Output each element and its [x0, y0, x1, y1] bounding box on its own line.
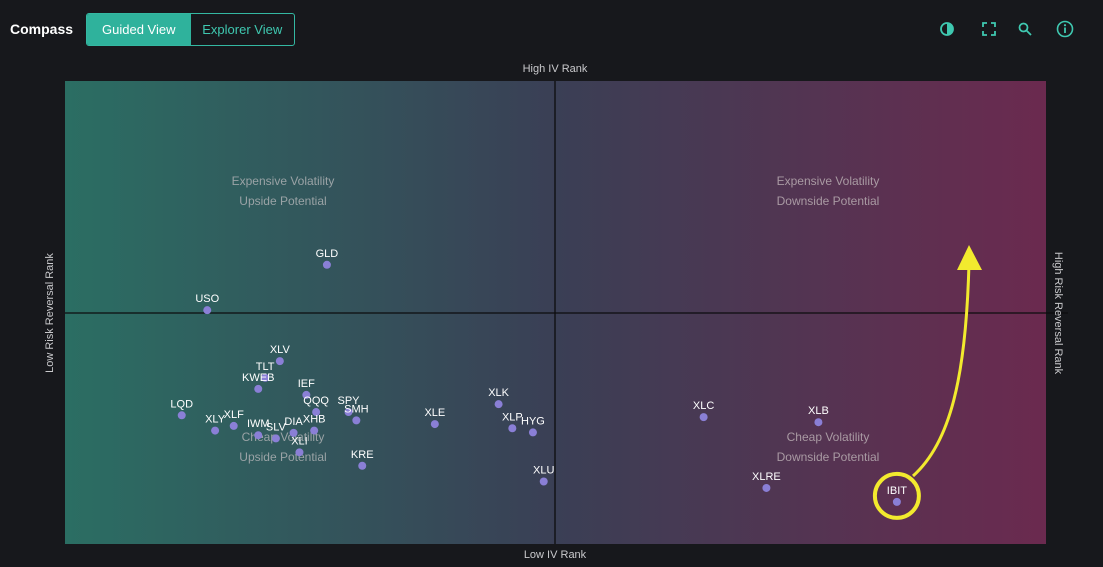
- point-xlf[interactable]: [229, 421, 238, 430]
- highlight-arrow-head: [957, 245, 982, 270]
- quadrant-tl-line1: Expensive Volatility: [232, 174, 335, 188]
- point-xlu[interactable]: [539, 477, 548, 486]
- point-label-xlf: XLF: [224, 409, 244, 421]
- point-label-ibit: IBIT: [887, 485, 907, 497]
- quadrant-br-line1: Cheap Volatility: [787, 430, 870, 444]
- point-kre[interactable]: [358, 461, 367, 470]
- compass-chart: High IV Rank Low IV Rank Low Risk Revers…: [44, 63, 1068, 561]
- highlight-ring-ibit: [872, 471, 921, 520]
- point-xlb[interactable]: [814, 418, 823, 427]
- point-tlt[interactable]: [261, 373, 270, 382]
- fullscreen-icon[interactable]: [979, 19, 999, 39]
- top-bar: Compass Guided View Explorer View: [0, 0, 1103, 58]
- point-xlp[interactable]: [508, 424, 517, 433]
- point-kweb[interactable]: [254, 384, 263, 393]
- point-label-kweb: KWEB: [242, 372, 274, 384]
- quadrant-tr-line1: Expensive Volatility: [777, 174, 880, 188]
- point-xly[interactable]: [211, 426, 220, 435]
- point-hyg[interactable]: [528, 428, 537, 437]
- point-ief[interactable]: [302, 390, 311, 399]
- point-label-lqd: LQD: [170, 398, 193, 410]
- point-smh[interactable]: [352, 416, 361, 425]
- point-label-tlt: TLT: [256, 361, 275, 373]
- point-xle[interactable]: [430, 420, 439, 429]
- point-spy[interactable]: [344, 408, 353, 417]
- highlight-annotation: [912, 245, 982, 478]
- quadrant-br-line2: Downside Potential: [777, 450, 880, 464]
- view-toggle: Guided View Explorer View: [86, 13, 295, 46]
- point-label-xlc: XLC: [693, 400, 714, 412]
- point-label-gld: GLD: [316, 248, 339, 260]
- point-slv[interactable]: [271, 434, 280, 443]
- point-label-xlp: XLP: [502, 411, 523, 423]
- toolbar-icons: [940, 19, 1103, 41]
- point-qqq[interactable]: [312, 408, 321, 417]
- quadrant-tr-line2: Downside Potential: [777, 194, 880, 208]
- quadrant-bl-line1: Cheap Volatility: [242, 430, 325, 444]
- explorer-view-button[interactable]: Explorer View: [202, 22, 283, 37]
- point-label-slv: SLV: [266, 421, 287, 433]
- point-ibit[interactable]: [892, 497, 901, 506]
- point-uso[interactable]: [203, 306, 212, 315]
- point-xlc[interactable]: [699, 413, 708, 422]
- quadrant-bl-line2: Upside Potential: [239, 450, 326, 464]
- point-label-xlre: XLRE: [752, 471, 781, 483]
- quadrant-tl-line2: Upside Potential: [239, 194, 326, 208]
- point-label-kre: KRE: [351, 449, 374, 461]
- point-iwm[interactable]: [254, 431, 263, 440]
- highlight-arrow-line: [912, 262, 971, 478]
- point-dia[interactable]: [289, 428, 298, 437]
- point-label-xle: XLE: [424, 407, 445, 419]
- point-label-iwm: IWM: [247, 418, 270, 430]
- point-label-xly: XLY: [205, 414, 226, 426]
- search-icon[interactable]: [1015, 19, 1035, 39]
- point-label-xli: XLI: [291, 435, 308, 447]
- app-title: Compass: [10, 21, 74, 37]
- contrast-icon[interactable]: [937, 19, 957, 39]
- point-lqd[interactable]: [177, 411, 186, 420]
- point-xlv[interactable]: [275, 357, 284, 366]
- point-label-ief: IEF: [298, 378, 315, 390]
- point-label-xlv: XLV: [270, 344, 291, 356]
- point-label-xlb: XLB: [808, 405, 829, 417]
- guided-view-button[interactable]: Guided View: [87, 14, 191, 45]
- point-label-xlu: XLU: [533, 464, 554, 476]
- right-axis-label: High Risk Reversal Rank: [1052, 252, 1064, 375]
- point-label-hyg: HYG: [521, 415, 545, 427]
- point-xli[interactable]: [295, 448, 304, 457]
- point-label-uso: USO: [195, 293, 219, 305]
- point-label-smh: SMH: [344, 403, 369, 415]
- point-label-dia: DIA: [284, 416, 303, 428]
- point-label-spy: SPY: [338, 395, 361, 407]
- point-label-xlk: XLK: [488, 387, 509, 399]
- point-label-xhb: XHB: [303, 414, 326, 426]
- point-xlk[interactable]: [494, 400, 503, 409]
- point-label-qqq: QQQ: [303, 395, 329, 407]
- top-axis-label: High IV Rank: [523, 63, 588, 75]
- bottom-axis-label: Low IV Rank: [524, 549, 587, 561]
- info-icon[interactable]: [1055, 19, 1075, 39]
- point-xlre[interactable]: [762, 483, 771, 492]
- left-axis-label: Low Risk Reversal Rank: [44, 253, 56, 373]
- point-xhb[interactable]: [310, 426, 319, 435]
- point-gld[interactable]: [322, 260, 331, 269]
